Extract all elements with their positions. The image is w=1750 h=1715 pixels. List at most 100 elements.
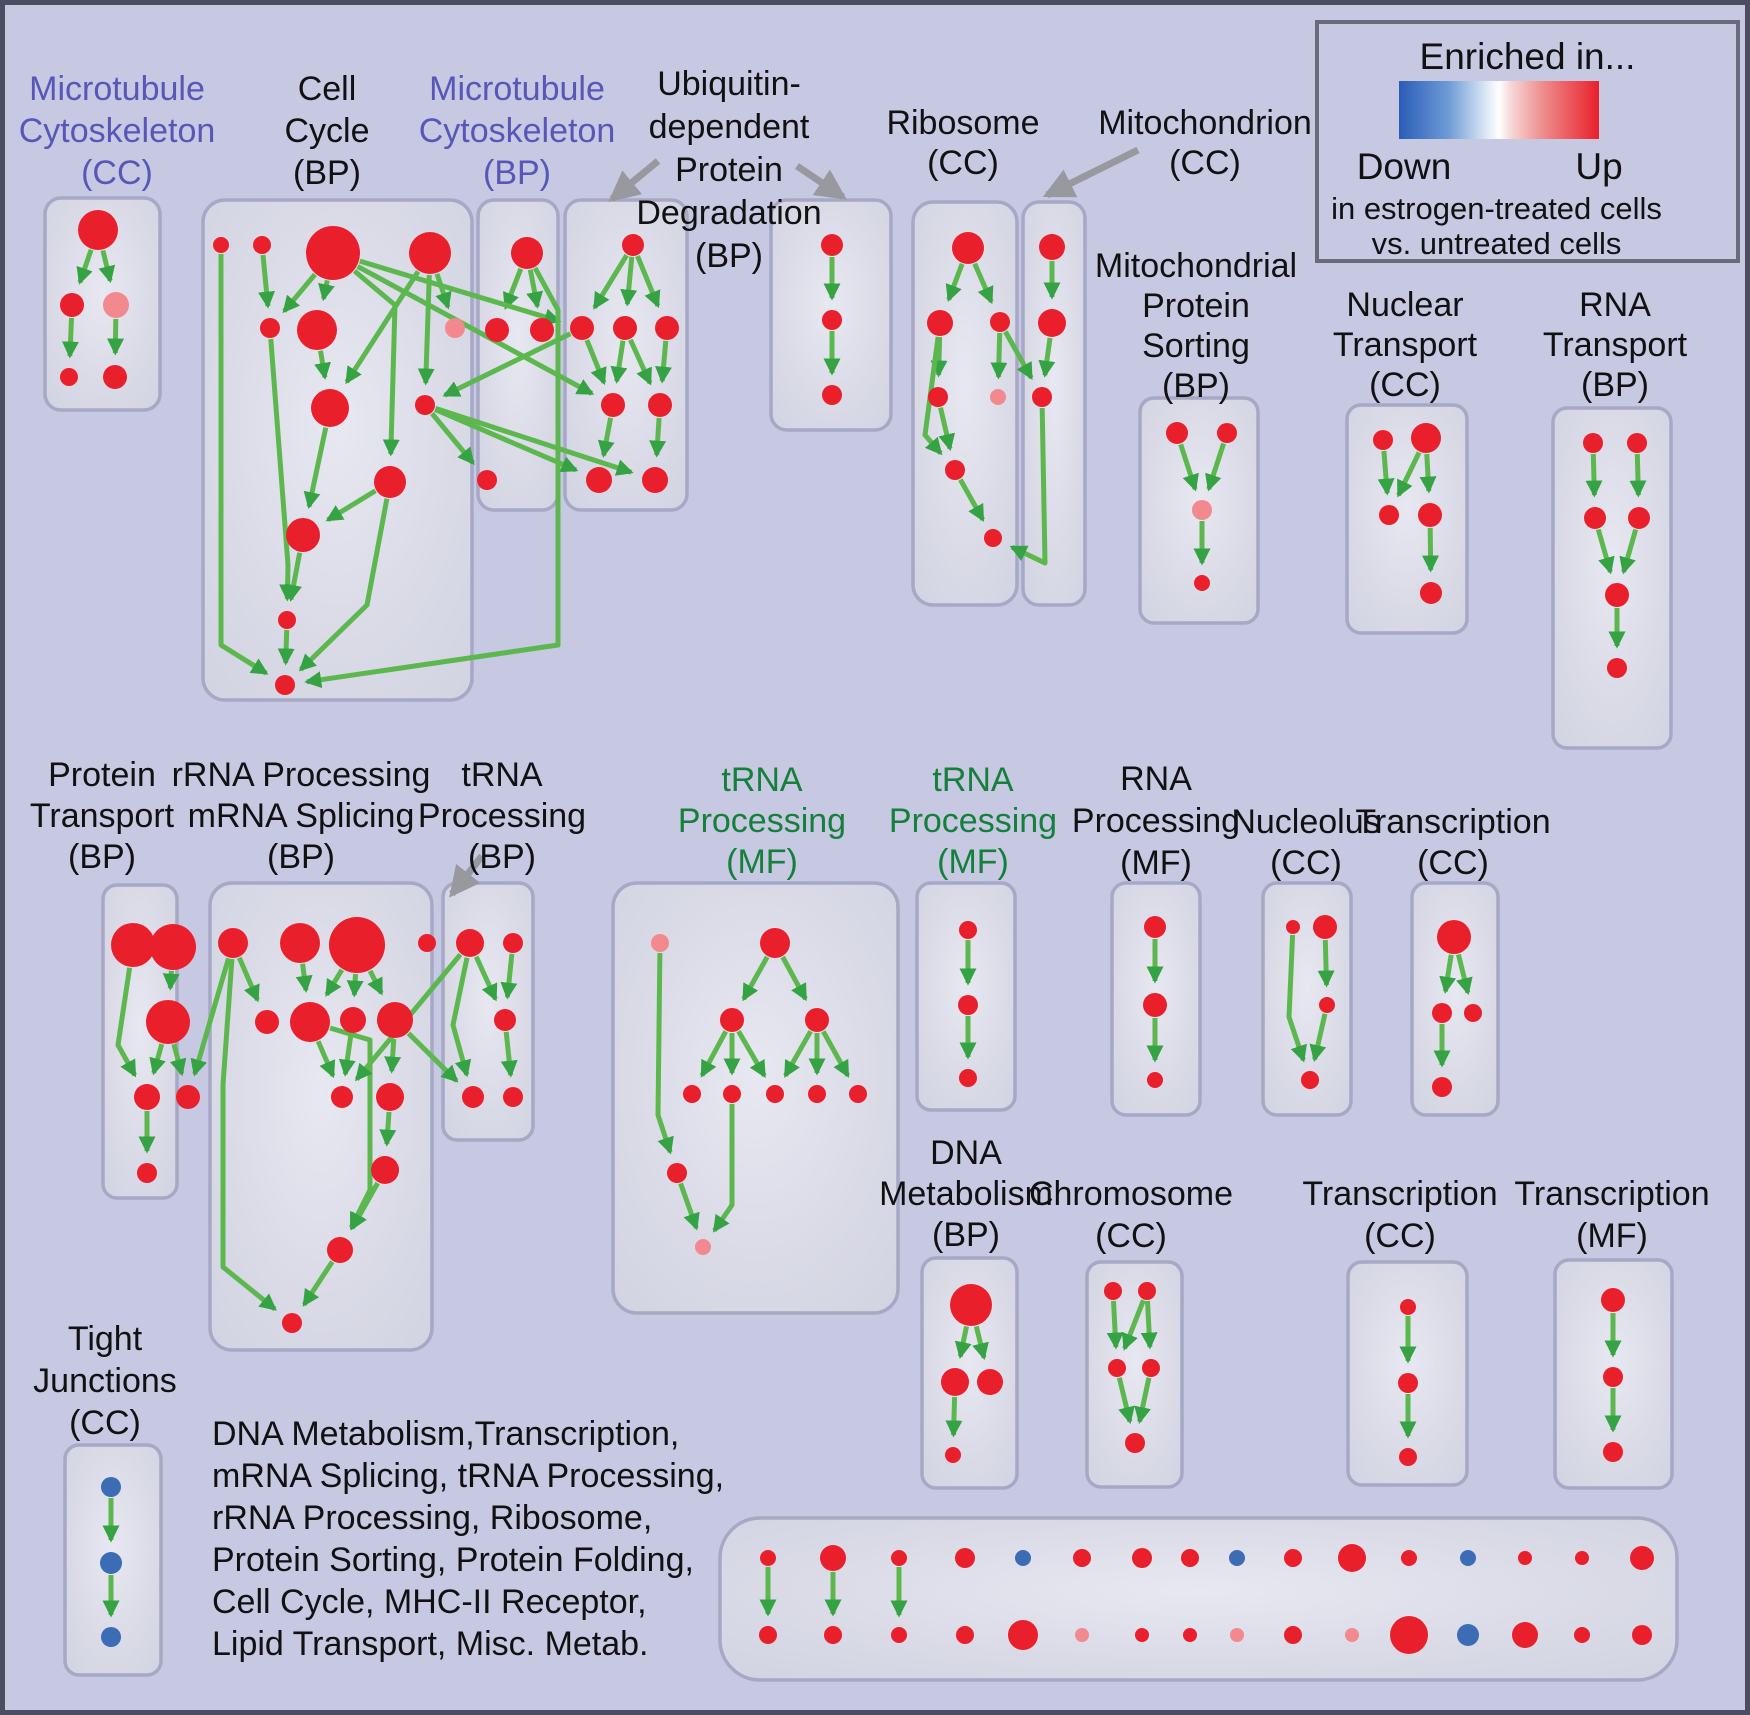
edge-arrow (1121, 1299, 1146, 1351)
go-term-node (503, 933, 523, 953)
go-term-node (1301, 1071, 1319, 1089)
go-term-node (111, 923, 155, 967)
go-term-node (1166, 422, 1188, 444)
go-term-node (1400, 1299, 1416, 1315)
go-term-node (766, 1085, 784, 1103)
trna-mf1-label: Processing (678, 802, 846, 840)
legend-up-label: Up (1575, 146, 1623, 187)
mito-sorting-label: Sorting (1142, 327, 1250, 365)
edge-arrow (635, 255, 661, 309)
edge-arrow (303, 427, 329, 510)
edge-arrow (434, 273, 452, 310)
go-term-node (613, 316, 637, 340)
misc-category-line: mRNA Splicing, tRNA Processing, (212, 1457, 725, 1495)
go-term-node (280, 923, 320, 963)
go-term-node (101, 1477, 121, 1497)
edge-arrow (379, 1111, 397, 1147)
go-term-node (456, 929, 484, 957)
go-term-node (760, 928, 790, 958)
go-term-node (275, 675, 295, 695)
go-term-node (377, 1002, 413, 1038)
rna-proc-mf-label: Processing (1072, 802, 1240, 840)
go-term-node (1411, 423, 1441, 453)
edge-arrow (344, 270, 421, 385)
cluster-box-trna-mf-large (611, 881, 900, 1315)
nucleolus-label: Nucleolus (1231, 803, 1380, 841)
rna-proc-mf-label: RNA (1120, 760, 1192, 798)
go-term-node (1138, 1282, 1156, 1300)
edge-arrow (162, 970, 180, 991)
go-term-node (1039, 234, 1065, 260)
go-term-node (941, 1368, 969, 1396)
edge-arrow (783, 1030, 813, 1078)
edge-arrow (367, 969, 384, 996)
edge-arrow (325, 488, 377, 523)
edge-arrow (741, 955, 770, 1002)
go-term-node (1464, 1004, 1482, 1022)
misc-category-line: Protein Sorting, Protein Folding, (212, 1541, 694, 1579)
legend-subtitle-line1: in estrogen-treated cells (1331, 191, 1662, 226)
go-term-node (695, 1239, 711, 1255)
protein-transport-label: (BP) (68, 838, 136, 876)
go-term-node (409, 232, 451, 274)
go-term-node (477, 470, 497, 490)
edge-arrow (1377, 450, 1395, 496)
edge-arrow (649, 417, 667, 458)
go-term-node (1194, 575, 1210, 591)
edge-arrow (430, 411, 475, 465)
ribosome-label: (CC) (927, 144, 999, 182)
edge-arrow (406, 1031, 459, 1083)
go-term-node (253, 236, 271, 254)
edge-arrow (500, 953, 518, 1000)
go-term-node (667, 1163, 687, 1183)
go-term-node (331, 1086, 353, 1108)
go-term-node (445, 318, 465, 338)
tight-junctions-label: Junctions (33, 1362, 177, 1400)
go-term-node (290, 1002, 330, 1042)
nuclear-transport-label: Nuclear (1346, 286, 1463, 324)
go-term-node (278, 611, 296, 629)
transcription-cc1-label: (CC) (1417, 844, 1489, 882)
go-term-node (822, 310, 842, 330)
edge-arrow (1396, 451, 1422, 498)
edge-arrow (503, 267, 524, 310)
go-term-node (1518, 1551, 1532, 1565)
go-term-node (374, 466, 406, 498)
go-term-node (622, 234, 644, 256)
go-term-node (1398, 1373, 1418, 1393)
go-term-node (213, 237, 229, 253)
mito-sorting-label: (BP) (1162, 367, 1230, 405)
transcription-cc1-label: Transcription (1355, 803, 1550, 841)
microtubule-bp-label: (BP) (483, 154, 551, 192)
chromosome-label: Chromosome (1029, 1175, 1233, 1213)
edge-arrow (954, 1325, 972, 1359)
go-term-node (101, 1627, 121, 1647)
go-term-node (990, 312, 1010, 332)
go-term-node (977, 1369, 1003, 1395)
legend-panel: Enriched in... Down Up in estrogen-treat… (1315, 20, 1740, 263)
go-term-node (821, 234, 843, 256)
go-term-node (1230, 1628, 1244, 1642)
edge-arrow (1422, 527, 1440, 573)
edge-arrow (107, 318, 125, 356)
transcription-mf-label: (MF) (1576, 1217, 1648, 1255)
trna-mf1-label: (MF) (726, 843, 798, 881)
go-term-node (1038, 309, 1066, 337)
edge-arrow (938, 407, 956, 452)
go-term-node (950, 1284, 992, 1326)
go-term-node (1607, 658, 1627, 678)
go-term-node (530, 318, 554, 342)
edge-arrow (1134, 1377, 1152, 1424)
edge-arrow (434, 407, 579, 473)
go-term-node (824, 1626, 842, 1644)
edge-arrow (620, 256, 638, 307)
label-pointer-arrow (608, 158, 661, 202)
edge-arrow (115, 967, 137, 1078)
misc-category-line: Lipid Transport, Misc. Metab. (212, 1625, 649, 1663)
cell-cycle-label: (BP) (293, 154, 361, 192)
edge-arrow (473, 955, 498, 1002)
edge-arrow (315, 1040, 336, 1079)
edge-arrow (1286, 934, 1307, 1063)
go-term-node (1628, 507, 1650, 529)
go-term-node (958, 995, 978, 1015)
